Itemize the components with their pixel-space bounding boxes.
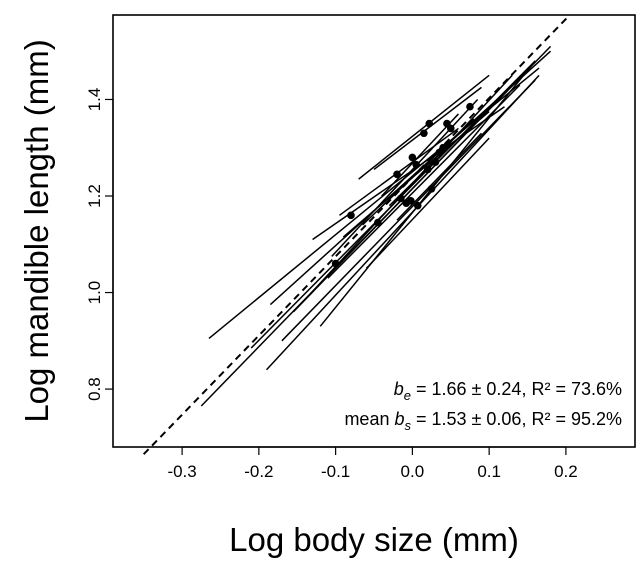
species-regression-line [373, 86, 482, 171]
x-tick-label: 0.2 [554, 462, 578, 481]
species-regression-line [265, 74, 540, 371]
data-point [420, 129, 428, 138]
y-axis-title: Log mandible length (mm) [18, 39, 55, 422]
species-regression-line [319, 60, 536, 327]
data-point [427, 184, 436, 193]
fit-line-group [142, 14, 571, 455]
data-point [425, 119, 434, 128]
y-axis: 0.8 1.0 1.2 1.4 [85, 88, 114, 401]
data-point [412, 160, 421, 169]
x-tick-label: -0.3 [167, 462, 196, 481]
species-lines [200, 45, 552, 407]
species-regression-line [358, 74, 490, 180]
x-tick-label: 0.1 [477, 462, 501, 481]
data-point [423, 165, 432, 174]
annotation-bs-subscript: s [404, 418, 411, 433]
y-tick-label: 1.2 [85, 184, 104, 208]
x-tick-label: -0.2 [244, 462, 273, 481]
annotation-be: be = 1.66 ± 0.24, R² = 73.6% [394, 379, 622, 403]
data-point [374, 218, 382, 227]
species-regression-line [292, 65, 532, 313]
species-regression-line [365, 137, 490, 269]
annotation-mean-bs: mean bs = 1.53 ± 0.06, R² = 95.2% [344, 409, 622, 433]
x-tick-label: -0.1 [321, 462, 350, 481]
data-point [397, 194, 405, 203]
x-axis: -0.3 -0.2 -0.1 0.0 0.1 0.2 [167, 446, 578, 481]
data-point [407, 197, 415, 205]
data-points [331, 102, 474, 268]
y-tick-label: 0.8 [85, 377, 104, 401]
annotation-be-text: = 1.66 ± 0.24, R² = 73.6% [411, 379, 622, 399]
x-axis-title: Log body size (mm) [229, 521, 519, 558]
species-regression-line [331, 98, 479, 257]
species-regression-line [327, 84, 521, 279]
annotation-be-subscript: e [404, 388, 411, 403]
species-regression-line [396, 132, 483, 221]
data-point [431, 158, 440, 167]
data-point [466, 102, 474, 111]
species-regression-line [361, 118, 475, 226]
y-tick-label: 1.0 [85, 281, 104, 305]
species-regression-line [388, 137, 459, 207]
annotation-be-symbol: b [394, 379, 404, 399]
x-tick-label: 0.0 [401, 462, 425, 481]
annotation-bs-text: = 1.53 ± 0.06, R² = 95.2% [411, 409, 622, 429]
fit-line-dashed [142, 14, 571, 455]
data-point [439, 143, 447, 152]
y-tick-label: 1.4 [85, 88, 104, 112]
data-point [331, 259, 340, 268]
data-point [347, 211, 355, 220]
data-point [393, 170, 401, 179]
species-regression-line [281, 79, 536, 342]
annotation-mean-prefix: mean [344, 409, 394, 429]
annotation-bs-symbol: b [394, 409, 404, 429]
data-point [413, 201, 422, 210]
species-regression-line [381, 113, 459, 197]
data-point [446, 124, 455, 133]
data-point [408, 153, 417, 162]
